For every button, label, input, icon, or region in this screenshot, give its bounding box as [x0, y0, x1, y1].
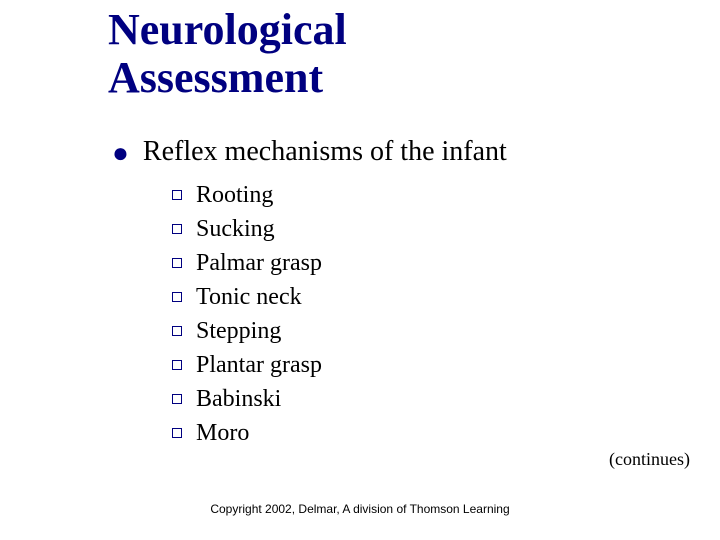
title-line-1: Neurological [108, 5, 347, 54]
slide: Neurological Assessment ● Reflex mechani… [0, 0, 720, 540]
disc-bullet-icon: ● [112, 138, 129, 170]
level1-text: Reflex mechanisms of the infant [143, 136, 507, 168]
list-item: Plantar grasp [172, 350, 322, 380]
copyright-footer: Copyright 2002, Delmar, A division of Th… [0, 502, 720, 516]
sub-text: Rooting [196, 180, 273, 210]
sub-text: Babinski [196, 384, 281, 414]
square-bullet-icon [172, 360, 182, 370]
list-item: Moro [172, 418, 322, 448]
list-item: Palmar grasp [172, 248, 322, 278]
square-bullet-icon [172, 292, 182, 302]
list-item: Babinski [172, 384, 322, 414]
square-bullet-icon [172, 258, 182, 268]
sub-text: Sucking [196, 214, 275, 244]
bullet-level1: ● Reflex mechanisms of the infant [112, 136, 507, 168]
sub-text: Plantar grasp [196, 350, 322, 380]
square-bullet-icon [172, 190, 182, 200]
square-bullet-icon [172, 326, 182, 336]
title-line-2: Assessment [108, 53, 323, 102]
sub-text: Moro [196, 418, 249, 448]
sub-text: Palmar grasp [196, 248, 322, 278]
slide-title: Neurological Assessment [108, 6, 347, 101]
list-item: Rooting [172, 180, 322, 210]
continues-label: (continues) [609, 449, 690, 470]
sub-text: Tonic neck [196, 282, 302, 312]
sub-bullet-list: Rooting Sucking Palmar grasp Tonic neck … [172, 180, 322, 452]
list-item: Tonic neck [172, 282, 322, 312]
list-item: Stepping [172, 316, 322, 346]
sub-text: Stepping [196, 316, 281, 346]
square-bullet-icon [172, 224, 182, 234]
square-bullet-icon [172, 428, 182, 438]
square-bullet-icon [172, 394, 182, 404]
list-item: Sucking [172, 214, 322, 244]
